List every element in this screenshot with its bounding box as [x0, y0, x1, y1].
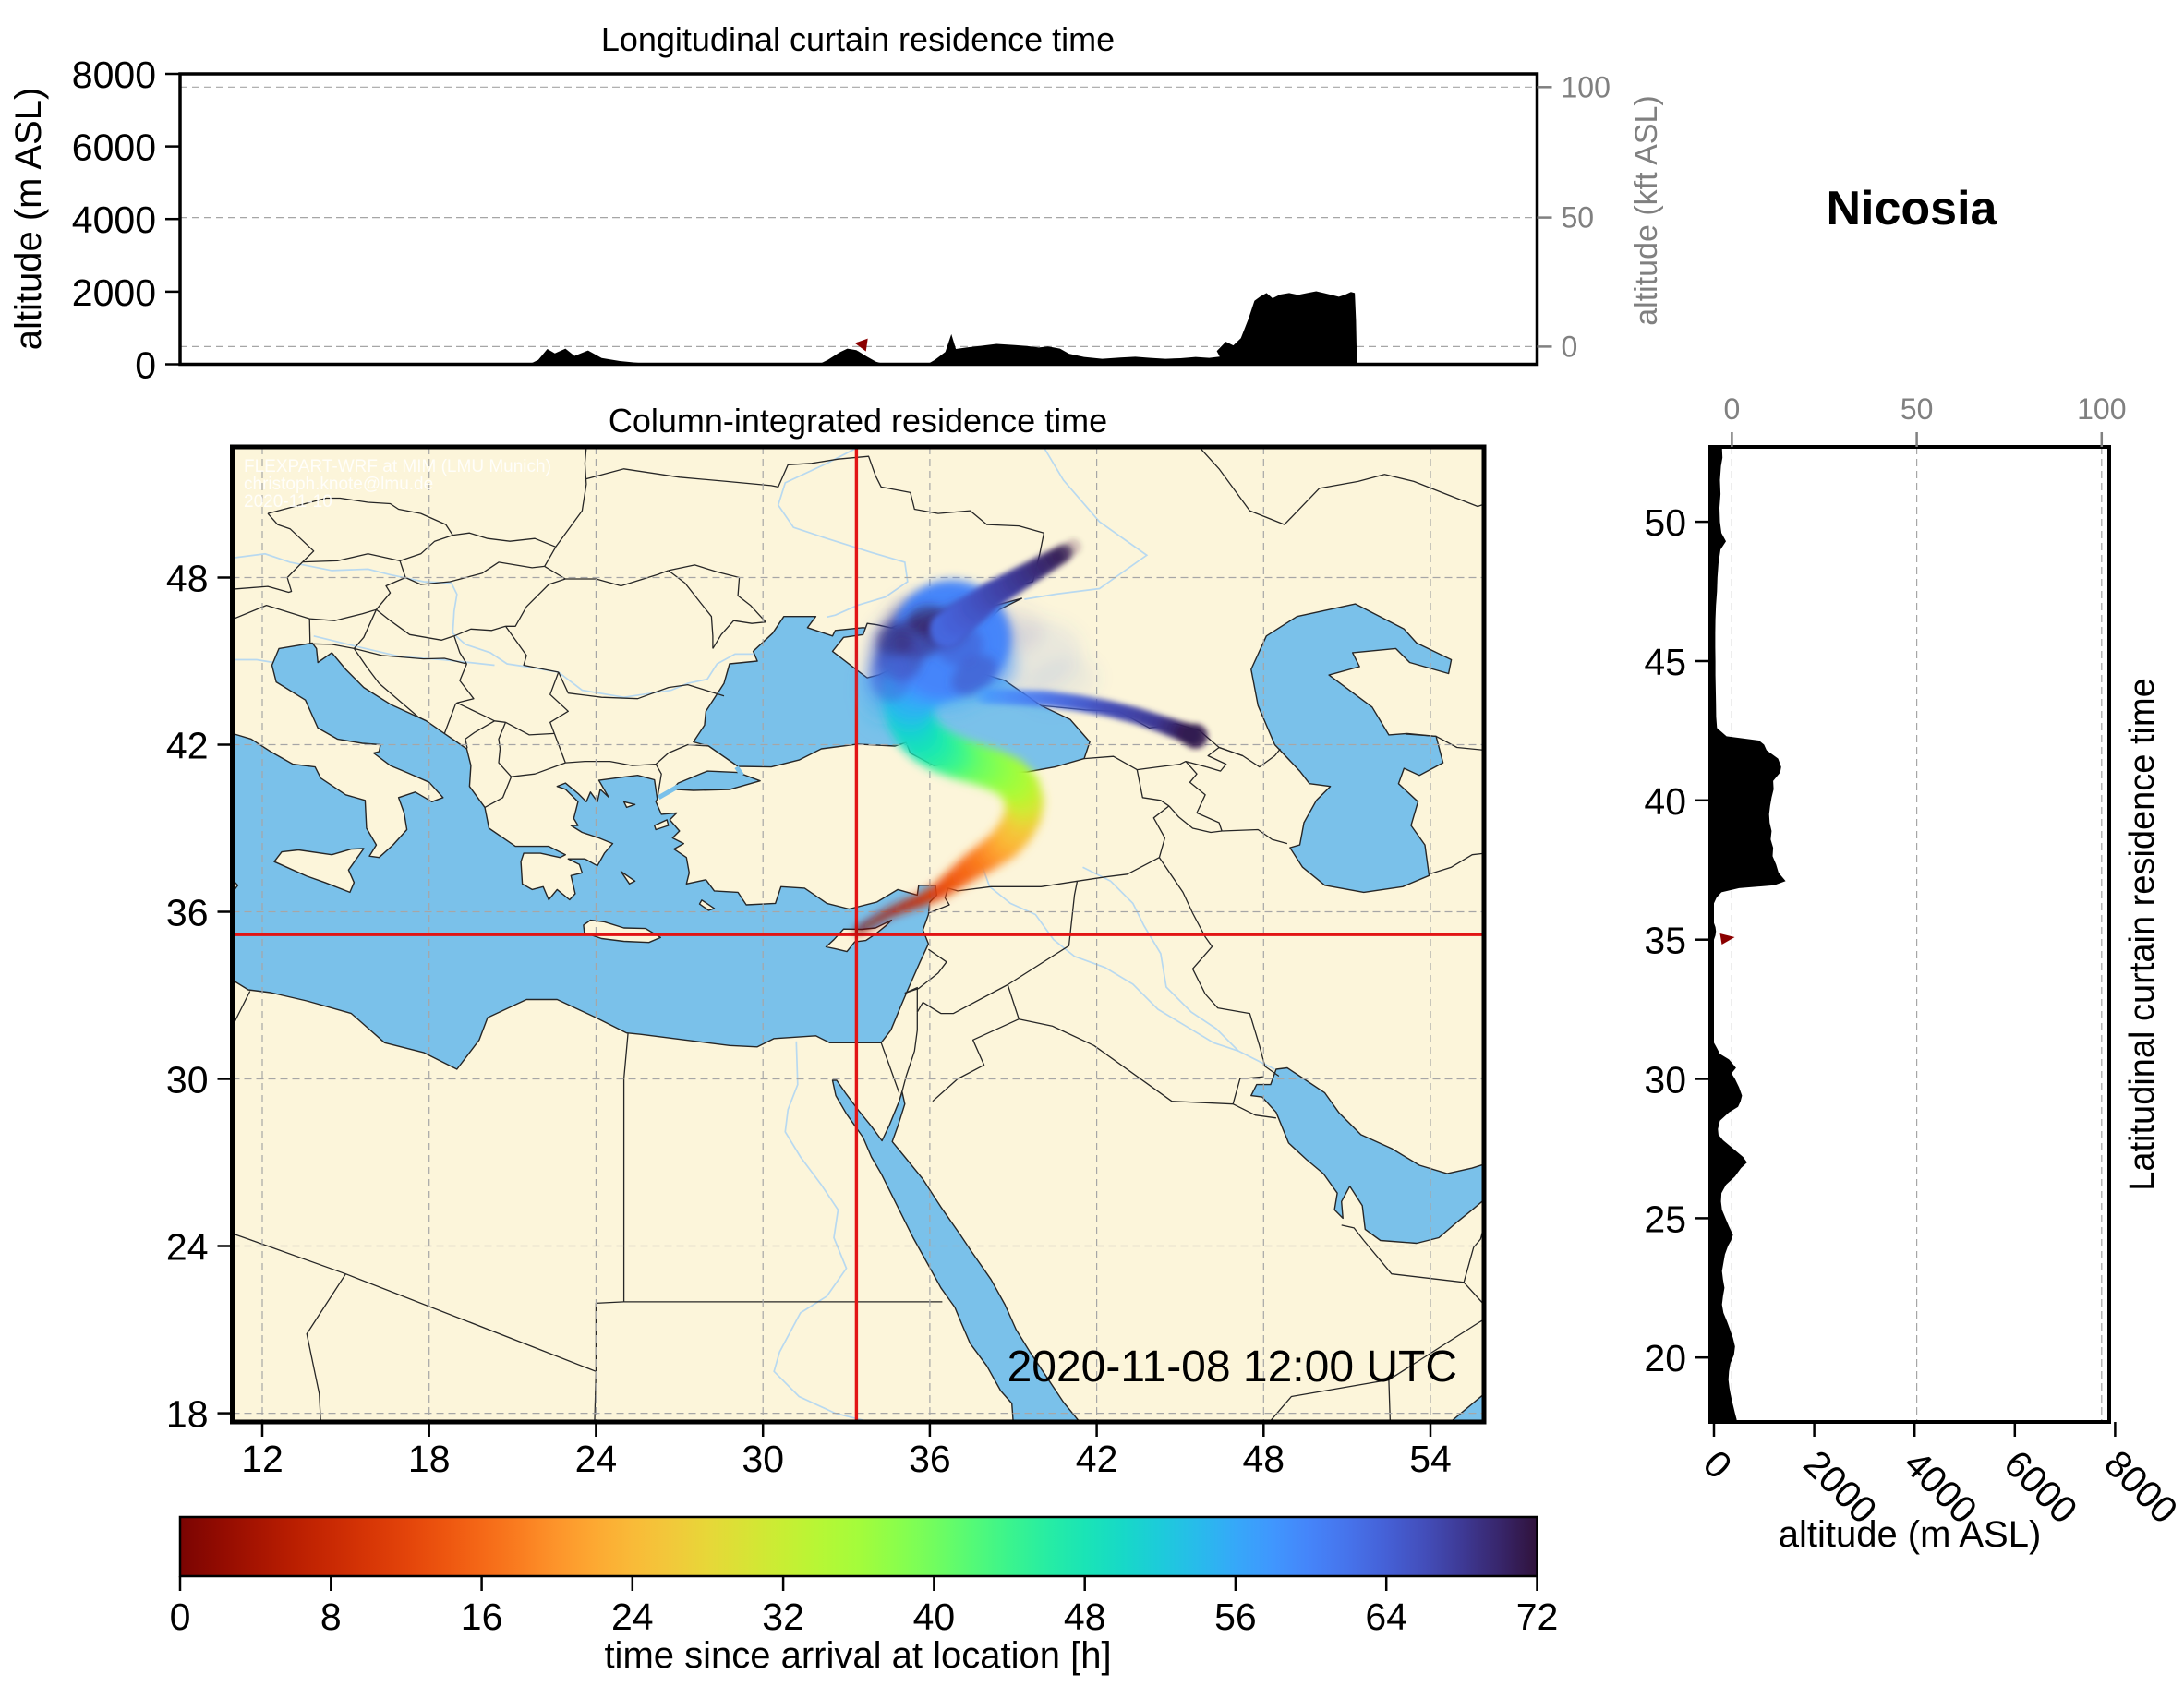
svg-text:4000: 4000 — [72, 199, 156, 241]
svg-text:Nicosia: Nicosia — [1827, 182, 1998, 235]
svg-text:35: 35 — [1644, 920, 1686, 962]
svg-text:24: 24 — [166, 1226, 209, 1269]
svg-text:50: 50 — [1562, 201, 1595, 235]
svg-text:30: 30 — [1644, 1059, 1686, 1102]
svg-text:6000: 6000 — [72, 126, 156, 169]
svg-text:altitude (kft ASL): altitude (kft ASL) — [1629, 95, 1664, 325]
svg-text:48: 48 — [1064, 1596, 1106, 1638]
svg-text:100: 100 — [2077, 392, 2126, 426]
svg-text:8: 8 — [320, 1596, 342, 1638]
svg-text:20: 20 — [1644, 1337, 1686, 1379]
svg-text:christoph.knote@lmu.de: christoph.knote@lmu.de — [244, 475, 433, 494]
svg-text:FLEXPART-WRF at MIM (LMU Munic: FLEXPART-WRF at MIM (LMU Munich) — [244, 457, 551, 476]
svg-text:50: 50 — [1644, 501, 1686, 544]
svg-text:50: 50 — [1900, 392, 1934, 426]
svg-text:2000: 2000 — [72, 271, 156, 314]
svg-text:32: 32 — [762, 1596, 804, 1638]
svg-text:40: 40 — [913, 1596, 956, 1638]
svg-text:30: 30 — [742, 1438, 784, 1480]
svg-text:2020-11-10: 2020-11-10 — [244, 492, 332, 512]
svg-text:54: 54 — [1409, 1438, 1452, 1480]
svg-text:18: 18 — [408, 1438, 451, 1480]
svg-text:18: 18 — [166, 1393, 209, 1436]
svg-text:36: 36 — [909, 1438, 951, 1480]
svg-text:8000: 8000 — [72, 54, 156, 96]
svg-text:Longitudinal curtain residence: Longitudinal curtain residence time — [601, 20, 1115, 58]
svg-text:0: 0 — [170, 1596, 191, 1638]
svg-text:2020-11-08 12:00 UTC: 2020-11-08 12:00 UTC — [1008, 1343, 1457, 1391]
svg-text:42: 42 — [166, 725, 209, 767]
svg-text:16: 16 — [461, 1596, 503, 1638]
svg-text:45: 45 — [1644, 641, 1686, 683]
svg-text:48: 48 — [166, 558, 209, 600]
svg-text:30: 30 — [166, 1059, 209, 1102]
svg-text:0: 0 — [135, 344, 156, 387]
svg-text:72: 72 — [1516, 1596, 1559, 1638]
svg-text:24: 24 — [611, 1596, 654, 1638]
svg-text:Column-integrated residence ti: Column-integrated residence time — [609, 402, 1107, 440]
svg-text:altitude (m ASL): altitude (m ASL) — [1779, 1514, 2042, 1555]
svg-text:56: 56 — [1214, 1596, 1257, 1638]
svg-text:48: 48 — [1242, 1438, 1285, 1480]
svg-text:40: 40 — [1644, 780, 1686, 823]
svg-text:100: 100 — [1562, 70, 1611, 103]
svg-text:64: 64 — [1365, 1596, 1407, 1638]
svg-text:Latitudinal curtain residence: Latitudinal curtain residence time — [2123, 678, 2162, 1191]
svg-text:25: 25 — [1644, 1198, 1686, 1240]
svg-text:24: 24 — [575, 1438, 618, 1480]
svg-text:altitude (m ASL): altitude (m ASL) — [8, 88, 49, 351]
svg-text:time since arrival at location: time since arrival at location [h] — [604, 1635, 1111, 1676]
svg-text:12: 12 — [241, 1438, 284, 1480]
svg-text:0: 0 — [1724, 392, 1741, 426]
svg-text:36: 36 — [166, 892, 209, 934]
svg-text:0: 0 — [1562, 330, 1578, 363]
svg-text:42: 42 — [1076, 1438, 1118, 1480]
